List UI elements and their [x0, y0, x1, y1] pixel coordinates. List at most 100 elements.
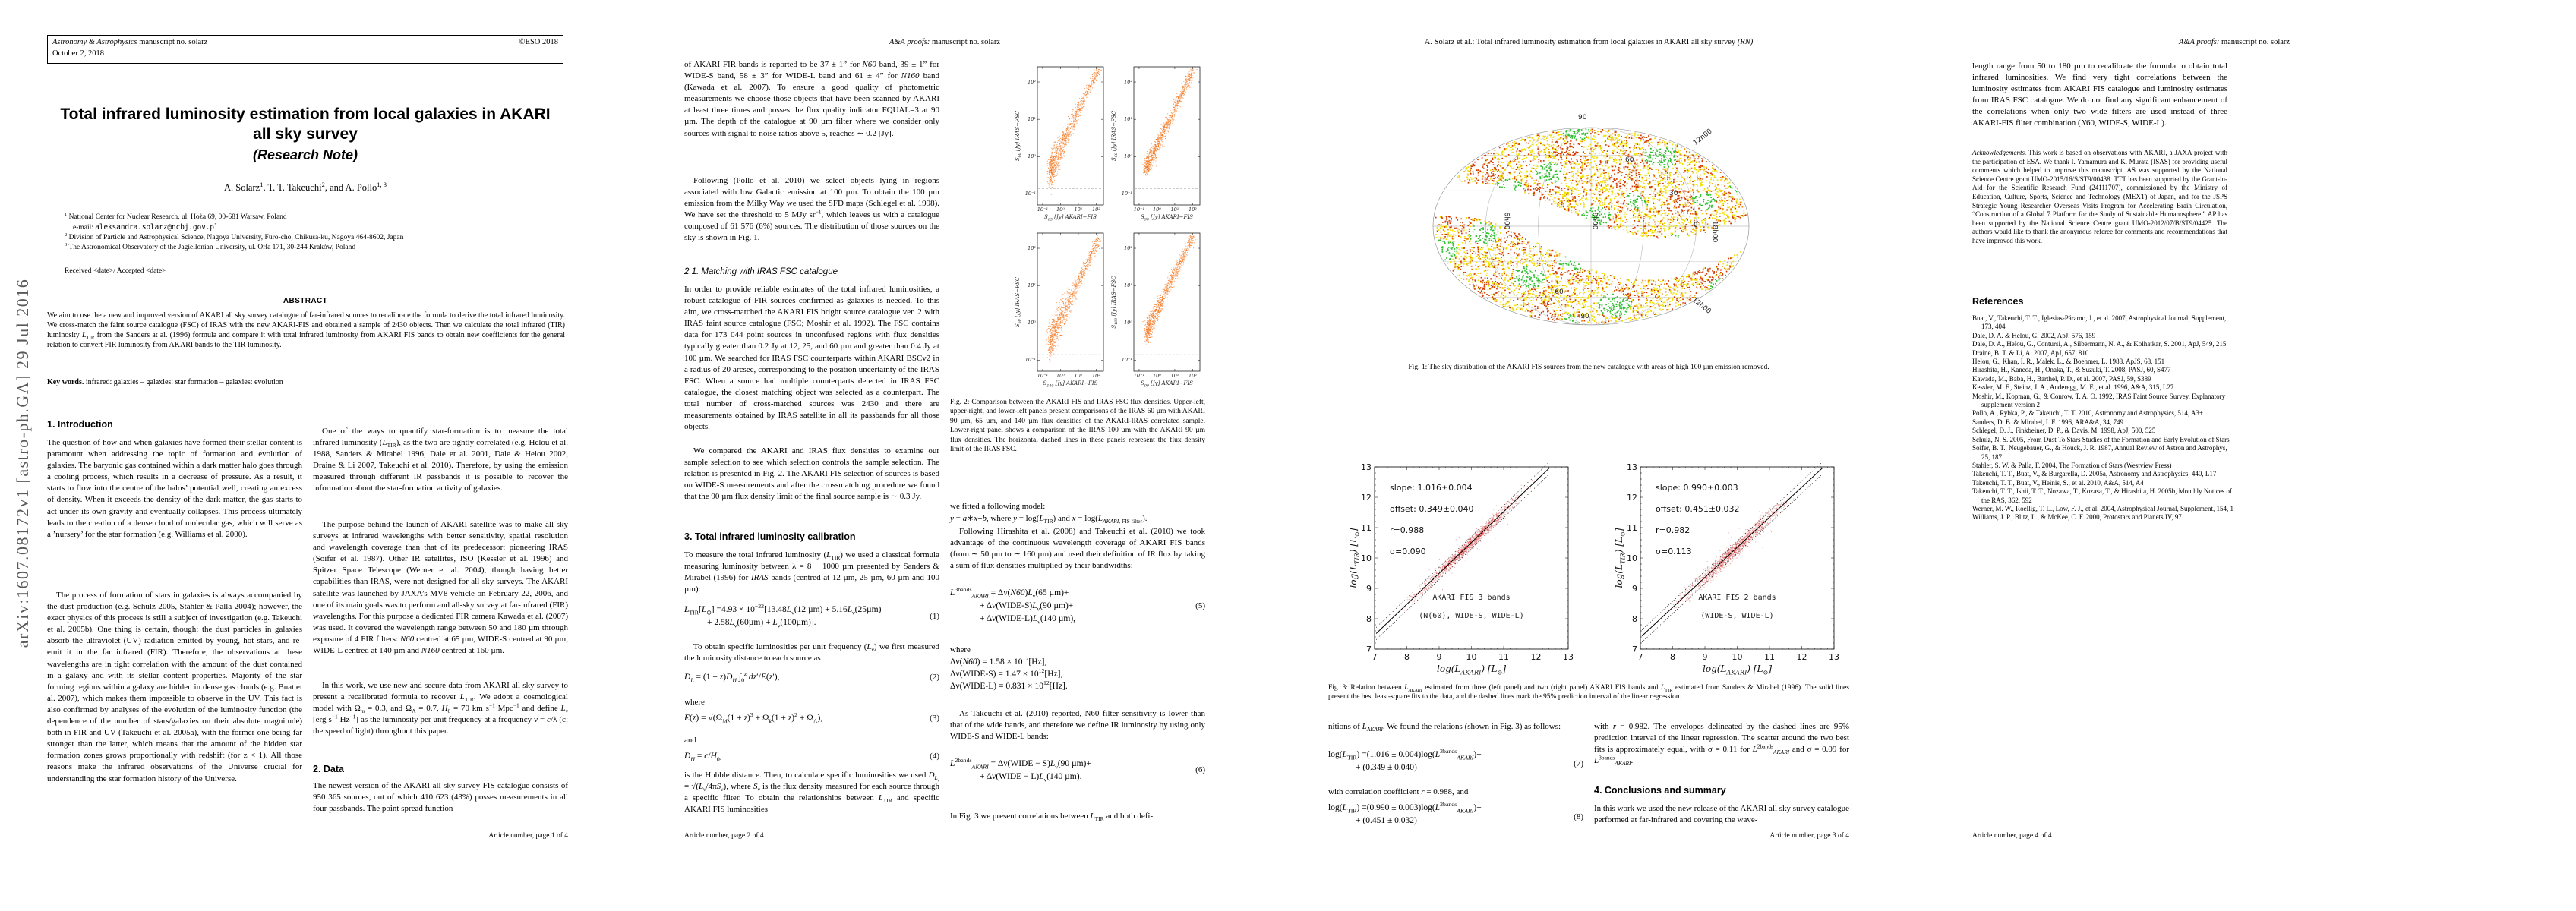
equation-2: DL = (1 + z)DH ∫0z dz′/E(z′),	[684, 670, 780, 684]
fig2-ytick: 10⁻¹	[1121, 191, 1132, 197]
fig2-ytick: 10⁻¹	[1121, 357, 1132, 364]
fig3-ytick: 8	[1366, 614, 1372, 624]
affiliation-3: 3 The Astronomical Observatory of the Ja…	[65, 241, 356, 251]
fig2-xtick: 10²	[1091, 373, 1100, 379]
fig3-xtick: 9	[1436, 652, 1442, 662]
figure-3-scatter-panels	[1374, 461, 1835, 650]
reference-item: Soifer, B. T., Neugebauer, G., & Houck, …	[1972, 444, 2227, 461]
fig3-right-r: r=0.982	[1656, 525, 1690, 535]
p3-col1-paragraph-1: nitions of LAKARI. We found the relation…	[1328, 722, 1561, 733]
fig2-xtick: 10⁰	[1056, 373, 1065, 379]
fig2-ytick: 10⁰	[1028, 153, 1036, 160]
p1-col2-paragraph-1: One of the ways to quantify star-formati…	[313, 427, 568, 493]
fig3-xtick: 8	[1404, 652, 1410, 662]
intro-paragraph-2: The process of formation of stars in gal…	[47, 591, 302, 783]
reference-item: Hirashita, H., Kaneda, H., Onaka, T., & …	[1972, 366, 2171, 374]
fig3-xtick: 13	[1563, 652, 1574, 662]
equation-8-number: (8)	[1574, 812, 1583, 821]
fig2-ytick: 10²	[1028, 245, 1036, 252]
equation-4-number: (4)	[930, 752, 939, 761]
reference-item: Draine, B. T. & Li, A. 2007, ApJ, 657, 8…	[1972, 348, 2089, 357]
fig3-right-band-detail: (WIDE-S, WIDE-L)	[1700, 612, 1774, 620]
fig3-left-offset: offset: 0.349±0.040	[1390, 504, 1474, 514]
received-accepted: Received <date>/ Accepted <date>	[65, 267, 166, 275]
fig2-xtick: 10⁰	[1152, 373, 1161, 379]
reference-item: Schlegel, D. J., Finkbeiner, D. P., & Da…	[1972, 427, 2156, 435]
equation-5-line2: + Δν(WIDE-S)Lν(90 µm)+	[980, 601, 1074, 613]
section-1-heading: 1. Introduction	[47, 419, 113, 430]
intro-paragraph-1: The question of how and when galaxies ha…	[47, 438, 302, 539]
equation-2-number: (2)	[930, 673, 939, 682]
equation-5-number: (5)	[1195, 601, 1205, 610]
map-label-0h: 0h00	[1590, 212, 1599, 230]
map-label-lat-90: -90	[1578, 313, 1589, 320]
reference-item: Takeuchi, T. T., Buat, V., & Burgarella,…	[1972, 470, 2217, 478]
p2-col1-paragraph-3: In order to provide reliable estimates o…	[684, 285, 939, 432]
fig3-left-band-detail: (N(60), WIDE-S, WIDE-L)	[1419, 612, 1524, 620]
reference-item: Dale, D. A., Helou, G., Contursi, A., Si…	[1972, 340, 2227, 348]
p1-col2-paragraph-2: The purpose behind the launch of AKARI s…	[313, 520, 568, 656]
fig3-ytick: 12	[1627, 493, 1637, 503]
map-label-lat0: 0	[1694, 222, 1698, 229]
fig3-ytick: 12	[1361, 493, 1372, 503]
p2-col2-paragraph-4: As Takeuchi et al. (2010) reported, N60 …	[950, 709, 1205, 742]
page4-footer: Article number, page 4 of 4	[1972, 832, 2052, 840]
equation-5-line3: + Δν(WIDE-L)Lν(140 µm),	[980, 614, 1076, 626]
fig2-xlabel: S90 [Jy] AKARI−FIS	[1141, 380, 1193, 389]
map-label-6h: 6h00	[1502, 212, 1511, 230]
fig2-ytick: 10⁻¹	[1024, 191, 1036, 197]
fig2-ylabel: S60 [Jy] IRAS−FSC	[1110, 110, 1119, 162]
fig2-ytick: 10¹	[1124, 282, 1132, 289]
fig3-left-band-label: AKARI FIS 3 bands	[1432, 594, 1511, 602]
fig2-ytick: 10¹	[1028, 116, 1036, 123]
abstract-label: ABSTRACT	[283, 297, 328, 305]
fig3-ytick: 9	[1632, 584, 1637, 594]
page3-running-head: A. Solarz et al.: Total infrared luminos…	[1424, 38, 1754, 46]
affiliation-email: e-mail: aleksandra.solarz@ncbj.gov.pl	[73, 223, 219, 232]
references-heading: References	[1972, 296, 2024, 307]
map-label-lat-60: -60	[1552, 288, 1564, 296]
fig2-xtick: 10¹	[1074, 373, 1083, 379]
fig2-ytick: 10¹	[1028, 282, 1036, 289]
fig3-xtick: 12	[1530, 652, 1542, 662]
reference-item: Kawada, M., Baba, H., Barthel, P. D., et…	[1972, 374, 2151, 383]
section-3-heading: 3. Total infrared luminosity calibration	[684, 531, 856, 542]
data-paragraph-1: The newest version of the AKARI all sky …	[313, 781, 568, 814]
equation-4: DH = c/H0,	[684, 752, 722, 763]
fig3-xtick: 13	[1829, 652, 1839, 662]
map-label-lat90: 90	[1578, 114, 1587, 121]
fig3-left-sigma: σ=0.090	[1390, 547, 1426, 556]
figure-3-caption: Fig. 3: Relation between LAKARI estimate…	[1328, 684, 1849, 701]
fig3-xtick: 7	[1637, 652, 1643, 662]
fig2-xtick: 10¹	[1074, 206, 1083, 213]
fig3-left-r: r=0.988	[1390, 525, 1425, 535]
equation-6-line2: + Δν(WIDE − L)Lν(140 µm).	[980, 772, 1082, 783]
figure-2-scatter-grid	[1037, 66, 1201, 372]
fig3-ytick: 13	[1627, 462, 1637, 472]
p2-col2-paragraph-2: y = a∗x+b, where y = log(LTIR) and x = l…	[950, 514, 1148, 525]
fig3-xtick: 8	[1670, 652, 1675, 662]
fig3-ytick: 11	[1627, 523, 1637, 533]
page1-header-box: Astronomy & Astrophysics manuscript no. …	[47, 35, 564, 64]
fig3-right-xlabel: log(LAKARI) [L⊙]	[1703, 664, 1772, 676]
reference-item: Takeuchi, T. T., Ishii, T. T., Nozawa, T…	[1972, 487, 2233, 504]
equation-7-line1: log(LTIR) =(1.016 ± 0.004)log(L3bandsAKA…	[1328, 748, 1482, 761]
reference-item: Moshir, M., Kopman, G., & Conrow, T. A. …	[1972, 392, 2226, 409]
fig2-ytick: 10²	[1124, 245, 1132, 252]
reference-item: Pollo, A., Rybka, P., & Takeuchi, T. T. …	[1972, 409, 2204, 418]
page1-footer: Article number, page 1 of 4	[488, 832, 568, 840]
fig2-ylabel: S60 [Jy] IRAS−FSC	[1014, 276, 1023, 328]
fig2-xlabel: S65 [Jy] AKARI−FIS	[1044, 214, 1097, 222]
equation-6-line1: L2bandsAKARI = Δν(WIDE − S)Lν(90 µm)+	[950, 757, 1091, 771]
p2-col1-paragraph-7: is the Hubble distance. Then, to calcula…	[684, 771, 939, 815]
equation-8-line2: + (0.451 ± 0.032)	[1356, 816, 1417, 825]
fig3-xtick: 10	[1466, 652, 1477, 662]
arxiv-watermark: arXiv:1607.08172v1 [astro-ph.GA] 29 Jul …	[13, 278, 32, 648]
fig2-ylabel: S100 [Jy] IRAS−FSC	[1110, 276, 1119, 329]
fig2-xlabel: S90 [Jy] AKARI−FIS	[1141, 214, 1193, 222]
paper-title-line2: all sky survey	[253, 125, 358, 143]
fig3-xtick: 12	[1796, 652, 1807, 662]
map-label-18h: 18h00	[1710, 220, 1719, 243]
fig2-ytick: 10⁻¹	[1024, 357, 1036, 364]
date-line: October 2, 2018	[52, 49, 104, 58]
